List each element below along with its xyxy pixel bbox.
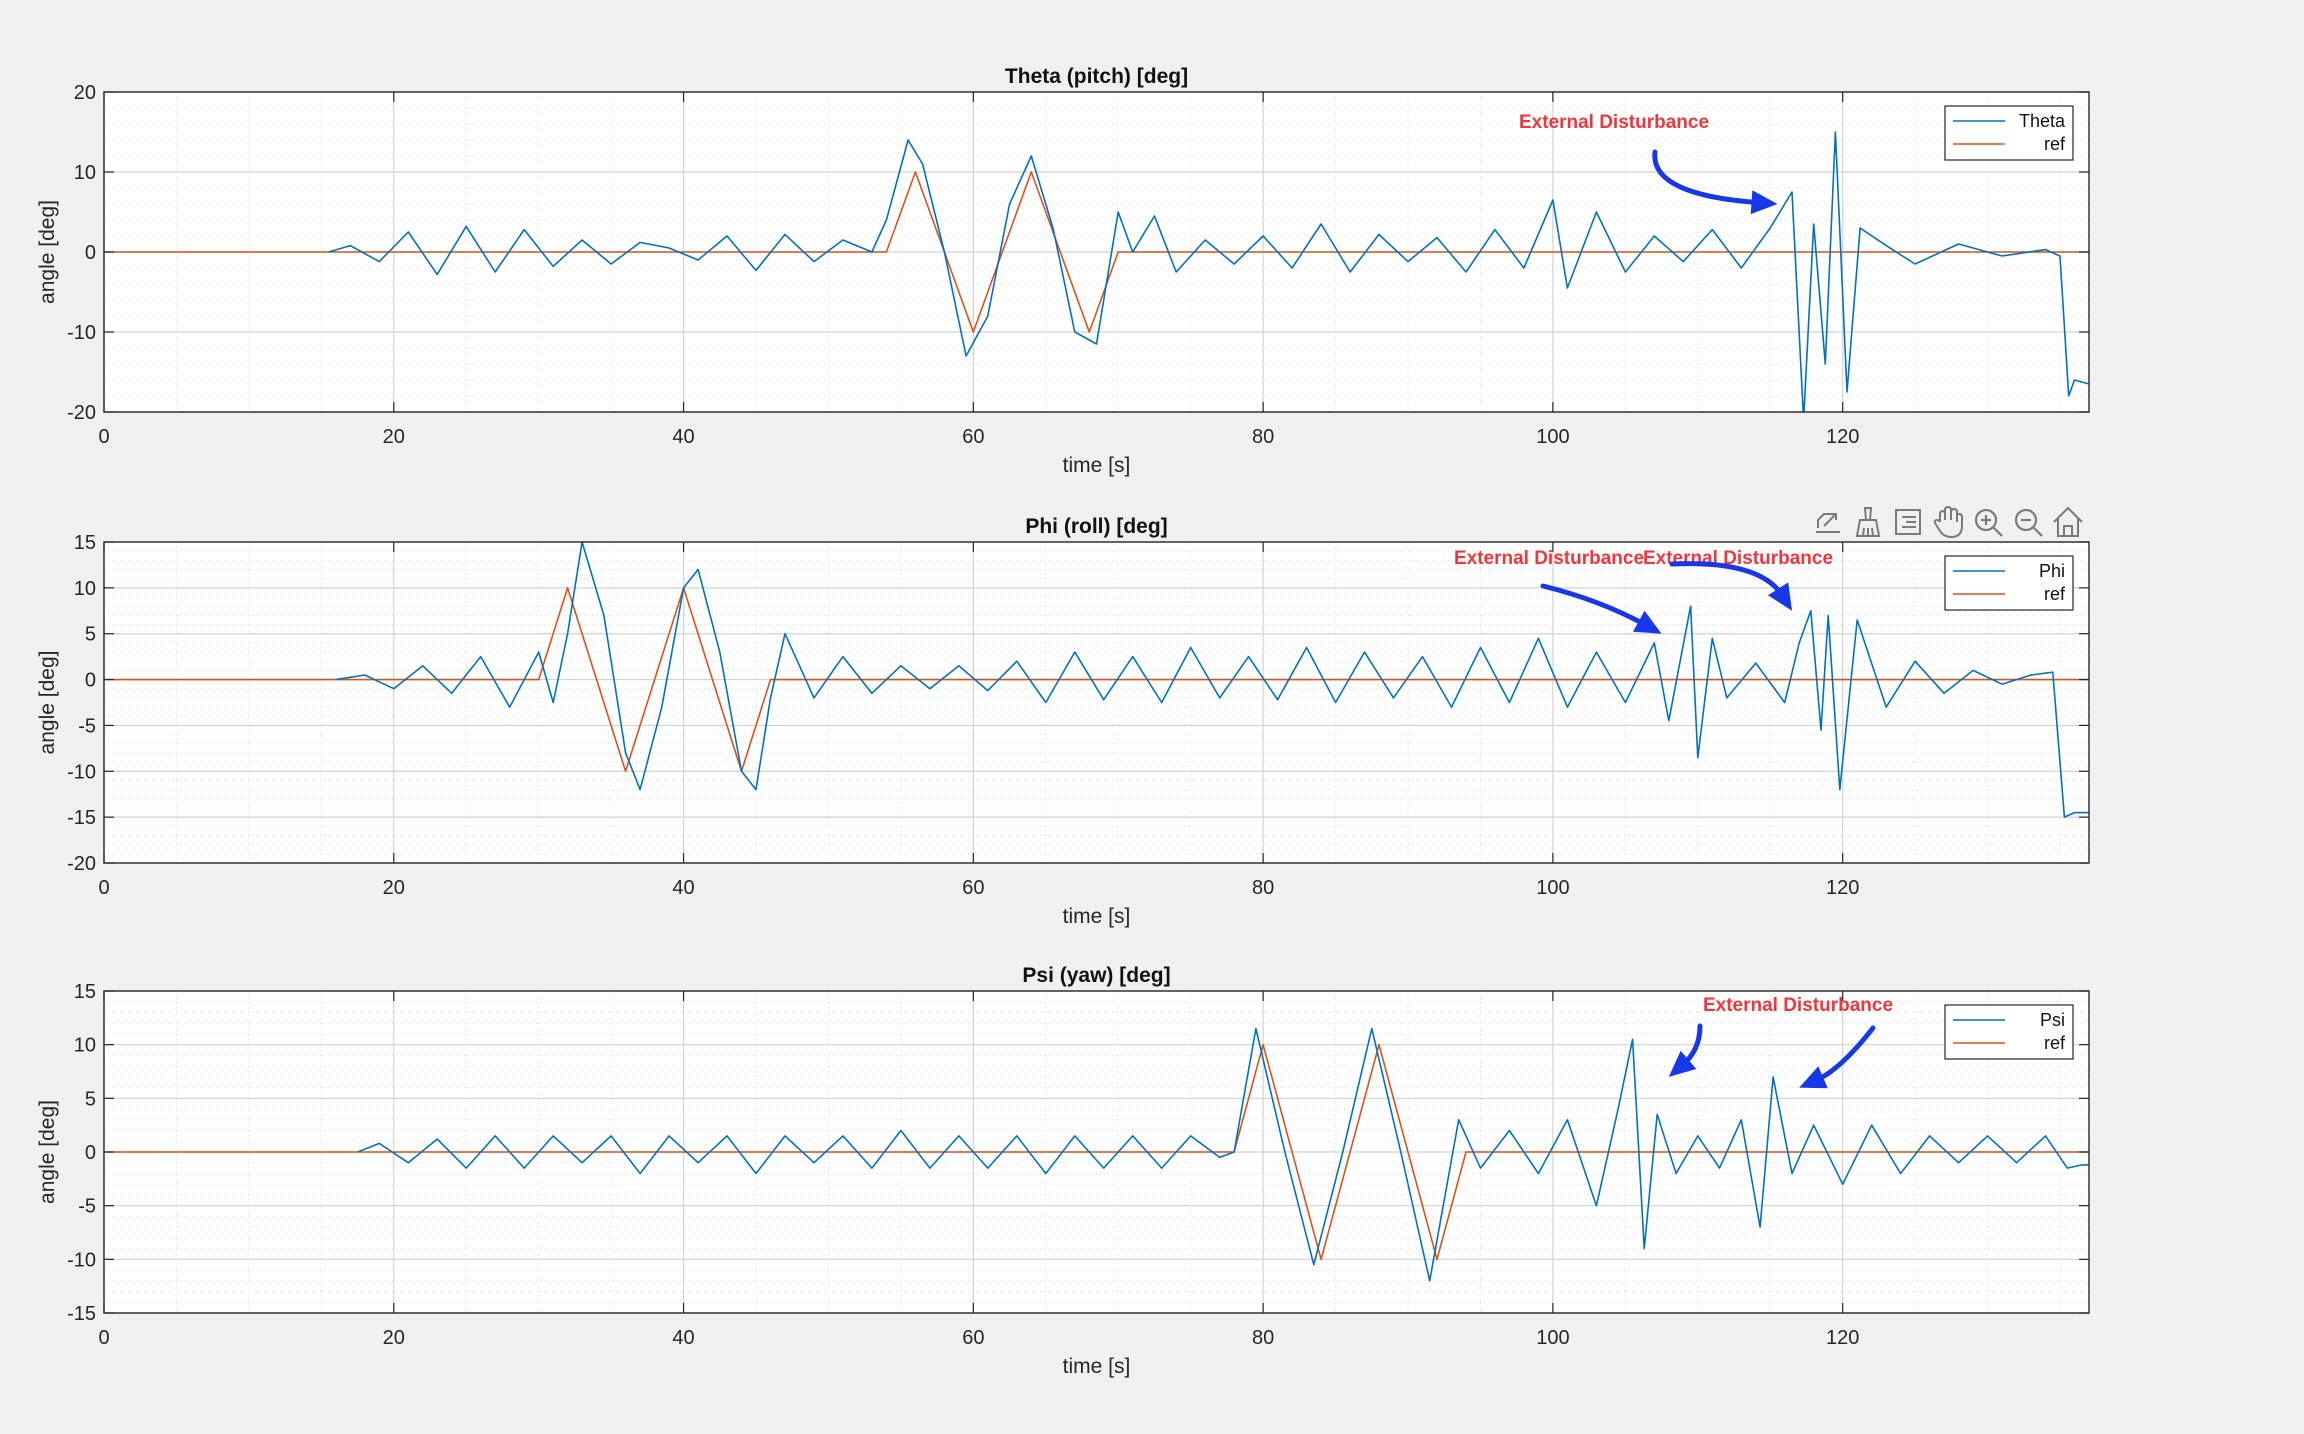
export-icon[interactable] — [1810, 504, 1846, 540]
x-tick-label: 100 — [1536, 877, 1569, 899]
y-tick-label: 10 — [74, 162, 96, 184]
annotation-external-disturbance: External Disturbance — [1643, 548, 1833, 611]
y-tick-label: 10 — [74, 578, 96, 600]
y-tick-label: 0 — [85, 670, 96, 692]
y-tick-label: 10 — [74, 1035, 96, 1057]
legend-label-theta: Theta — [2019, 111, 2066, 131]
x-tick-label: 60 — [962, 1327, 984, 1349]
subplot-1: 0 20 40 60 80 100 120 -20 -10 0 10 20 Theta (pitch) … — [36, 65, 2090, 477]
annotation-label: External Disturbance — [1703, 995, 1893, 1016]
x-tick-label: 60 — [962, 426, 984, 448]
x-tick-label: 100 — [1536, 1327, 1569, 1349]
chart-title: Psi (yaw) [deg] — [1022, 964, 1170, 987]
legend: Theta ref — [1944, 105, 2074, 161]
pan-icon[interactable] — [1930, 504, 1966, 540]
legend-box — [1944, 555, 2074, 611]
y-axis-label: angle [deg] — [36, 200, 59, 304]
y-tick-label: 0 — [85, 1142, 96, 1164]
x-tick-label: 20 — [383, 1327, 405, 1349]
legend-label-psi: Psi — [2040, 1010, 2065, 1030]
legend: Phi ref — [1944, 555, 2074, 611]
annotation-external-disturbance: External Disturbance — [1668, 995, 1893, 1077]
x-tick-label: 0 — [98, 426, 109, 448]
y-tick-label: -10 — [67, 1249, 96, 1271]
subplot-3: 0 20 40 60 80 100 120 -15 -10 -5 0 5 10 15 Psi (yaw) [… — [36, 964, 2090, 1378]
home-icon[interactable] — [2050, 504, 2086, 540]
x-axis-label: time [s] — [1063, 905, 1131, 928]
y-tick-label: -5 — [78, 715, 96, 737]
y-tick-label: 15 — [74, 981, 96, 1003]
annotation-label: External Disturbance — [1454, 548, 1644, 569]
x-tick-label: 0 — [98, 877, 109, 899]
y-tick-label: -20 — [67, 853, 96, 875]
y-tick-label: -5 — [78, 1196, 96, 1218]
annotation-arrow-head — [1633, 610, 1662, 634]
x-tick-label: 120 — [1826, 877, 1859, 899]
y-tick-label: 5 — [85, 624, 96, 646]
x-tick-label: 80 — [1252, 1327, 1274, 1349]
y-tick-label: 15 — [74, 532, 96, 554]
annotation-arrow-head — [1668, 1050, 1697, 1077]
x-tick-label: 60 — [962, 877, 984, 899]
annotation-arrow-head — [1799, 1066, 1828, 1089]
legend-label-phi: Phi — [2039, 561, 2065, 581]
annotation-external-disturbance: External Disturbance — [1519, 112, 1778, 215]
legend: Psi ref — [1944, 1004, 2074, 1060]
axes-area — [104, 542, 2089, 863]
annotation-arrow-shaft — [1669, 561, 1785, 599]
x-tick-label: 120 — [1826, 426, 1859, 448]
legend-label-ref: ref — [2044, 584, 2066, 604]
subplot-2: 0 20 40 60 80 100 120 -20 -15 -10 -5 0 5 10 15 Phi (rol… — [36, 515, 2090, 928]
series-line-psi — [357, 1027, 2089, 1282]
y-tick-label: 0 — [85, 242, 96, 264]
annotation-external-disturbance: External Disturbance — [1454, 548, 1662, 634]
x-tick-label: 20 — [383, 877, 405, 899]
zoom-out-icon[interactable] — [2010, 504, 2046, 540]
y-axis-label: angle [deg] — [36, 651, 59, 755]
annotation-arrow-shaft — [1652, 149, 1762, 206]
annotation-external-disturbance — [1799, 1025, 1876, 1089]
annotation-arrow-head — [1768, 582, 1792, 611]
annotation-label: External Disturbance — [1519, 112, 1709, 133]
x-axis-label: time [s] — [1063, 1355, 1131, 1378]
axes-frame — [103, 541, 2090, 864]
legend-box — [1944, 1004, 2074, 1060]
series-line-theta — [328, 131, 2089, 412]
chart-title: Phi (roll) [deg] — [1025, 515, 1167, 538]
brush-icon[interactable] — [1850, 504, 1886, 540]
y-tick-label: -10 — [67, 761, 96, 783]
annotation-arrow-head — [1750, 190, 1778, 215]
annotation-arrow-shaft — [1540, 583, 1649, 628]
series-group — [104, 1027, 2089, 1282]
x-axis-label: time [s] — [1063, 454, 1131, 477]
x-tick-label: 40 — [672, 426, 694, 448]
x-tick-label: 40 — [672, 877, 694, 899]
y-tick-label: -10 — [67, 322, 96, 344]
y-tick-label: 20 — [74, 82, 96, 104]
legend-label-ref: ref — [2044, 1033, 2066, 1053]
legend-box — [1944, 105, 2074, 161]
series-group — [104, 131, 2089, 412]
y-tick-label: -15 — [67, 1303, 96, 1325]
x-tick-label: 80 — [1252, 426, 1274, 448]
legend-label-ref: ref — [2044, 134, 2066, 154]
zoom-in-icon[interactable] — [1970, 504, 2006, 540]
chart-title: Theta (pitch) [deg] — [1005, 65, 1188, 88]
data-tips-icon[interactable] — [1890, 504, 1926, 540]
x-tick-label: 0 — [98, 1327, 109, 1349]
x-tick-label: 20 — [383, 426, 405, 448]
x-tick-label: 120 — [1826, 1327, 1859, 1349]
y-tick-label: -20 — [67, 402, 96, 424]
x-tick-label: 80 — [1252, 877, 1274, 899]
axes-toolbar — [1810, 504, 2086, 540]
y-axis-label: angle [deg] — [36, 1100, 59, 1204]
x-tick-label: 100 — [1536, 426, 1569, 448]
x-tick-label: 40 — [672, 1327, 694, 1349]
y-tick-label: 5 — [85, 1088, 96, 1110]
y-tick-label: -15 — [67, 807, 96, 829]
